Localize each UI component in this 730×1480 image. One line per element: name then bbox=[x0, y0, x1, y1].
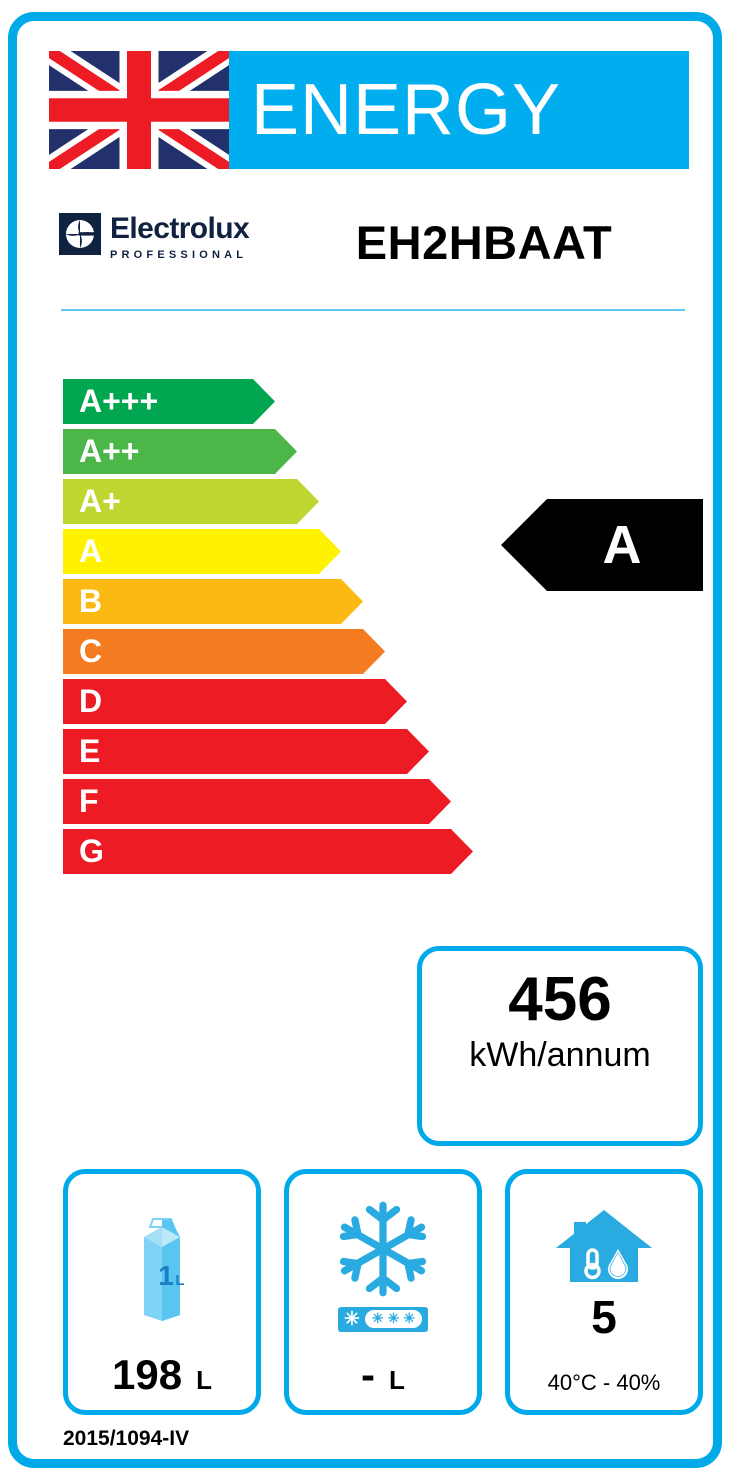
energy-class-arrow: D bbox=[63, 679, 407, 724]
energy-class-arrow: B bbox=[63, 579, 363, 624]
scale-row: D bbox=[63, 679, 483, 724]
fridge-volume-box: 1 L 198 L bbox=[63, 1169, 261, 1415]
label-header: ENERGY bbox=[49, 51, 689, 169]
uk-flag-icon bbox=[49, 51, 229, 169]
scale-row: G bbox=[63, 829, 483, 874]
freezer-star: ✳ bbox=[387, 1310, 400, 1327]
energy-rating-value: A bbox=[602, 515, 642, 575]
fridge-volume-unit: L bbox=[196, 1365, 212, 1395]
snowflake-icon bbox=[339, 1201, 427, 1296]
energy-class-arrow: A bbox=[63, 529, 341, 574]
scale-row: A bbox=[63, 529, 483, 574]
freezer-volume-value: - bbox=[361, 1351, 376, 1398]
header-divider bbox=[61, 309, 685, 311]
energy-class-arrow: G bbox=[63, 829, 473, 874]
scale-row: F bbox=[63, 779, 483, 824]
annual-consumption-box: 456 kWh/annum bbox=[417, 946, 703, 1146]
scale-row: A++ bbox=[63, 429, 483, 474]
energy-class-arrow: C bbox=[63, 629, 385, 674]
freezer-star-rating-icon: ✳ ✳ ✳ ✳ bbox=[337, 1306, 429, 1332]
brand-subtitle: PROFESSIONAL bbox=[110, 249, 248, 261]
model-name: EH2HBAAT bbox=[355, 216, 613, 269]
freezer-star-single: ✳ bbox=[343, 1308, 360, 1330]
brand-name: Electrolux bbox=[110, 212, 250, 245]
freezer-star-group: ✳ ✳ ✳ bbox=[364, 1310, 423, 1328]
consumption-unit: kWh/annum bbox=[469, 1036, 651, 1075]
energy-rating-arrow: A bbox=[501, 499, 703, 591]
climate-class-box: 5 40°C - 40% bbox=[505, 1169, 703, 1415]
freezer-volume-unit: L bbox=[389, 1365, 405, 1395]
freezer-star: ✳ bbox=[403, 1310, 416, 1327]
regulation-reference: 2015/1094-IV bbox=[63, 1427, 190, 1450]
fridge-volume-value: 198 bbox=[112, 1351, 183, 1398]
scale-row: A+ bbox=[63, 479, 483, 524]
electrolux-mark-icon bbox=[59, 213, 101, 255]
electrolux-logo: Electrolux PROFESSIONAL bbox=[59, 212, 250, 261]
energy-class-arrow: E bbox=[63, 729, 429, 774]
energy-title: ENERGY bbox=[251, 70, 562, 150]
svg-text:L: L bbox=[175, 1272, 184, 1289]
consumption-value: 456 bbox=[508, 965, 612, 1034]
energy-class-arrow: A+ bbox=[63, 479, 319, 524]
house-climate-icon bbox=[556, 1210, 652, 1282]
freezer-star: ✳ bbox=[371, 1310, 384, 1327]
scale-row: B bbox=[63, 579, 483, 624]
climate-class-value: 5 bbox=[591, 1291, 617, 1343]
energy-class-scale: A+++ A++ A+ A B C D E F G bbox=[63, 379, 483, 879]
milk-carton-icon: 1 L bbox=[68, 1174, 256, 1354]
energy-class-arrow: A+++ bbox=[63, 379, 275, 424]
energy-label: ENERGY Electrolux PROFESSIONAL EH2HBAAT … bbox=[8, 12, 722, 1468]
freezer-volume-box: ✳ ✳ ✳ ✳ - L bbox=[284, 1169, 482, 1415]
info-boxes: 1 L 198 L bbox=[63, 1169, 703, 1415]
energy-class-arrow: F bbox=[63, 779, 451, 824]
scale-row: A+++ bbox=[63, 379, 483, 424]
svg-text:1: 1 bbox=[158, 1260, 174, 1291]
scale-row: C bbox=[63, 629, 483, 674]
scale-row: E bbox=[63, 729, 483, 774]
climate-class-range: 40°C - 40% bbox=[547, 1370, 661, 1395]
energy-class-arrow: A++ bbox=[63, 429, 297, 474]
energy-banner: ENERGY bbox=[229, 51, 689, 169]
brand-row: Electrolux PROFESSIONAL EH2HBAAT bbox=[49, 199, 689, 299]
